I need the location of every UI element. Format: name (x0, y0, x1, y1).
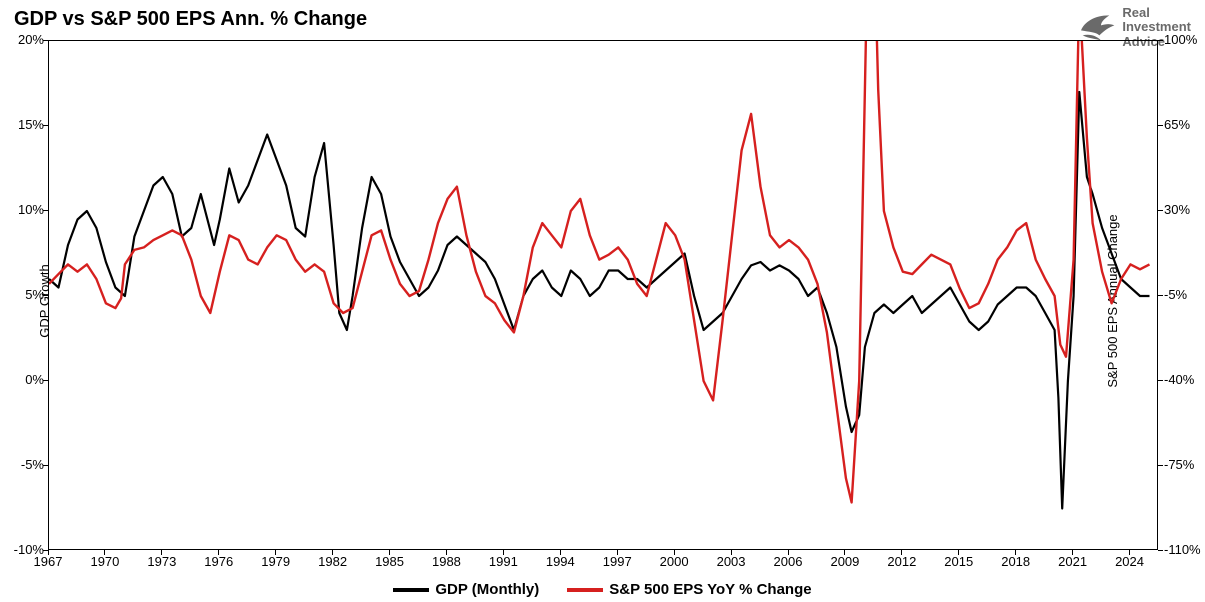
tick-mark (788, 550, 789, 555)
tick-mark (901, 550, 902, 555)
y-left-tick-label: 20% (4, 32, 44, 47)
plot-area (48, 40, 1158, 550)
y-right-tick-label: 30% (1164, 202, 1205, 217)
tick-mark (731, 550, 732, 555)
legend-item: S&P 500 EPS YoY % Change (567, 581, 811, 598)
tick-mark (446, 550, 447, 555)
tick-mark (332, 550, 333, 555)
x-tick-label: 2012 (887, 554, 916, 569)
x-tick-label: 1994 (546, 554, 575, 569)
tick-mark (958, 550, 959, 555)
legend: GDP (Monthly) S&P 500 EPS YoY % Change (0, 579, 1205, 599)
y-left-tick-label: 0% (4, 372, 44, 387)
legend-label: S&P 500 EPS YoY % Change (609, 581, 811, 598)
chart-lines (49, 41, 1158, 550)
tick-mark (844, 550, 845, 555)
y-left-tick-label: 10% (4, 202, 44, 217)
legend-item: GDP (Monthly) (393, 581, 539, 598)
x-tick-label: 2000 (660, 554, 689, 569)
y-right-tick-label: -5% (1164, 287, 1205, 302)
x-tick-label: 2009 (830, 554, 859, 569)
x-tick-label: 1973 (147, 554, 176, 569)
x-tick-label: 1967 (34, 554, 63, 569)
tick-mark (1129, 550, 1130, 555)
y-left-tick-label: 5% (4, 287, 44, 302)
tick-mark (1158, 550, 1163, 551)
x-tick-label: 1982 (318, 554, 347, 569)
x-tick-label: 1985 (375, 554, 404, 569)
x-tick-label: 1997 (603, 554, 632, 569)
tick-mark (617, 550, 618, 555)
y-left-tick-label: -5% (4, 457, 44, 472)
x-tick-label: 1970 (90, 554, 119, 569)
tick-mark (1072, 550, 1073, 555)
tick-mark (503, 550, 504, 555)
y-right-tick-label: -75% (1164, 457, 1205, 472)
x-tick-label: 2006 (774, 554, 803, 569)
x-tick-label: 2015 (944, 554, 973, 569)
x-tick-label: 2018 (1001, 554, 1030, 569)
tick-mark (1158, 465, 1163, 466)
x-tick-label: 1991 (489, 554, 518, 569)
tick-mark (218, 550, 219, 555)
tick-mark (1158, 210, 1163, 211)
legend-label: GDP (Monthly) (435, 581, 539, 598)
brand-line1: Real (1122, 6, 1191, 20)
tick-mark (1158, 380, 1163, 381)
y-right-tick-label: -110% (1164, 542, 1205, 557)
x-tick-label: 1979 (261, 554, 290, 569)
x-tick-label: 2003 (717, 554, 746, 569)
y-right-tick-label: 65% (1164, 117, 1205, 132)
series-line (49, 41, 1150, 502)
tick-mark (1158, 295, 1163, 296)
tick-mark (161, 550, 162, 555)
tick-mark (1015, 550, 1016, 555)
tick-mark (560, 550, 561, 555)
chart-title: GDP vs S&P 500 EPS Ann. % Change (14, 8, 367, 31)
tick-mark (1158, 40, 1163, 41)
legend-swatch (393, 588, 429, 592)
x-tick-label: 1988 (432, 554, 461, 569)
tick-mark (104, 550, 105, 555)
y-right-tick-label: 100% (1164, 32, 1205, 47)
tick-mark (389, 550, 390, 555)
x-tick-label: 2024 (1115, 554, 1144, 569)
tick-mark (674, 550, 675, 555)
y-left-tick-label: 15% (4, 117, 44, 132)
x-tick-label: 2021 (1058, 554, 1087, 569)
x-tick-label: 1976 (204, 554, 233, 569)
legend-swatch (567, 588, 603, 592)
y-right-tick-label: -40% (1164, 372, 1205, 387)
tick-mark (48, 550, 49, 555)
tick-mark (1158, 125, 1163, 126)
tick-mark (275, 550, 276, 555)
